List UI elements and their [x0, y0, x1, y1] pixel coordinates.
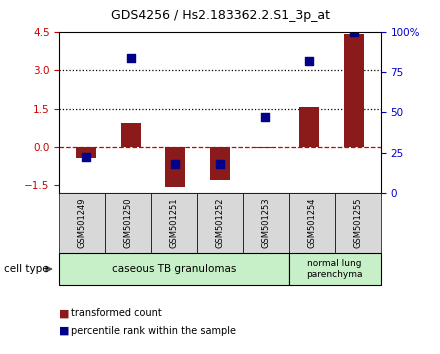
Text: GSM501250: GSM501250 [124, 198, 133, 248]
Point [350, 29, 357, 35]
Text: ■: ■ [59, 326, 70, 336]
Text: GSM501249: GSM501249 [78, 198, 87, 248]
Bar [255, 147, 275, 148]
Text: GSM501255: GSM501255 [353, 198, 362, 248]
Point [83, 155, 90, 160]
Text: caseous TB granulomas: caseous TB granulomas [112, 264, 236, 274]
Bar [344, 34, 364, 147]
Text: ■: ■ [59, 308, 70, 318]
Bar [121, 122, 141, 147]
Bar [165, 147, 185, 187]
Text: transformed count: transformed count [71, 308, 162, 318]
Text: GDS4256 / Hs2.183362.2.S1_3p_at: GDS4256 / Hs2.183362.2.S1_3p_at [110, 9, 330, 22]
Text: GSM501251: GSM501251 [169, 198, 179, 248]
Text: GSM501253: GSM501253 [261, 198, 271, 249]
Point [306, 58, 313, 64]
Text: normal lung
parenchyma: normal lung parenchyma [307, 259, 363, 279]
Bar [76, 147, 96, 159]
Point [172, 161, 179, 167]
Text: GSM501254: GSM501254 [307, 198, 316, 248]
Bar [299, 107, 319, 147]
Text: GSM501252: GSM501252 [216, 198, 224, 248]
Point [261, 114, 268, 120]
Text: cell type: cell type [4, 264, 49, 274]
Point [216, 161, 224, 167]
Bar [210, 147, 230, 180]
Text: percentile rank within the sample: percentile rank within the sample [71, 326, 236, 336]
Point [127, 55, 134, 61]
